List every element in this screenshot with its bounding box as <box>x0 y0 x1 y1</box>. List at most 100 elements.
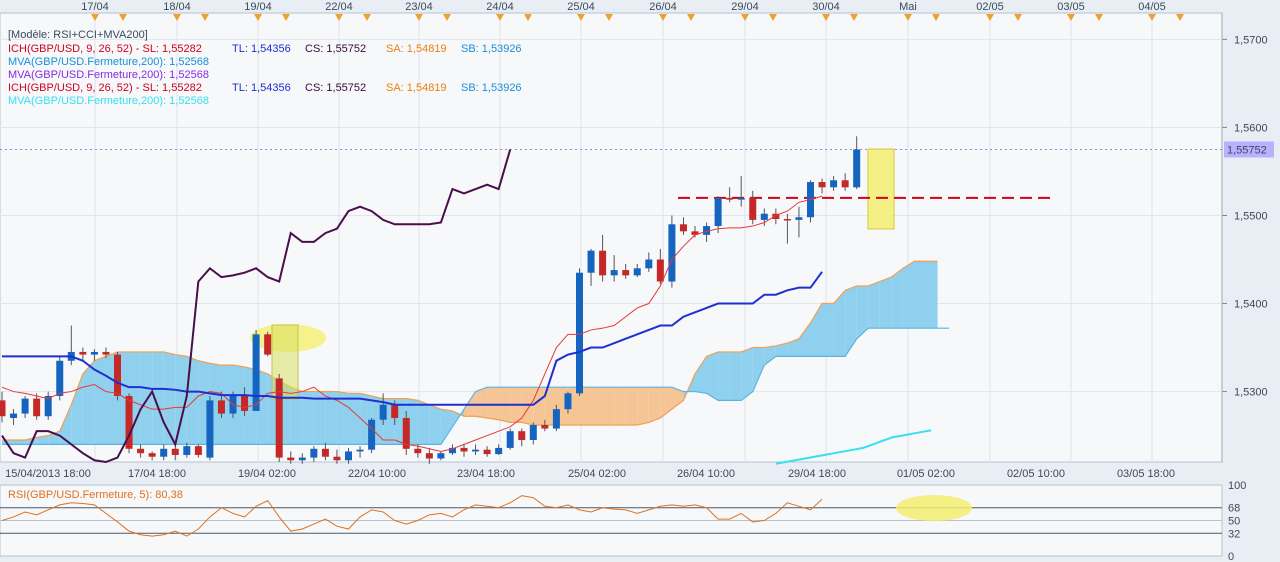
top-date-label: 18/04 <box>163 1 191 13</box>
top-date-label: 22/04 <box>325 1 353 13</box>
cloud-segment <box>452 409 464 427</box>
cloud-segment <box>82 360 95 445</box>
cloud-segment <box>660 387 672 418</box>
cloud-segment <box>59 404 72 445</box>
cloud-segment <box>417 400 430 445</box>
candle-body <box>460 447 468 452</box>
top-date-label: 19/04 <box>244 1 272 13</box>
top-date-label: Mai <box>899 1 917 13</box>
candle-body <box>703 226 711 235</box>
event-marker-icon <box>173 14 181 21</box>
candle-body <box>714 197 722 227</box>
cloud-segment <box>233 365 245 445</box>
cloud-segment <box>798 322 811 357</box>
event-marker-icon <box>822 14 830 21</box>
cloud-segment <box>152 351 164 445</box>
cloud-segment <box>787 338 799 357</box>
bottom-date-label: 19/04 02:00 <box>238 468 296 480</box>
senkou-span-b-line <box>2 327 950 445</box>
bottom-date-label: 17/04 18:00 <box>128 468 186 480</box>
event-marker-icon <box>363 14 371 21</box>
candle-body <box>79 351 87 355</box>
event-marker-icon <box>1095 14 1103 21</box>
candle-body <box>160 448 168 457</box>
top-date-label: 03/05 <box>1057 1 1085 13</box>
cloud-segment <box>325 391 337 445</box>
legend-entry: MVA(GBP/USD.Fermeture,200): 1,52568 <box>8 56 209 68</box>
candle-body <box>21 398 29 414</box>
bottom-date-label: 15/04/2013 18:00 <box>5 468 91 480</box>
bottom-date-label: 26/04 10:00 <box>677 468 735 480</box>
candle-body <box>622 270 630 276</box>
highlight-box <box>867 148 895 230</box>
last-price-badge <box>1224 141 1274 158</box>
candle-body <box>610 270 618 276</box>
bottom-date-label: 01/05 02:00 <box>897 468 955 480</box>
cloud-segment <box>822 303 834 357</box>
price-tick-label: 1,5600 <box>1234 122 1268 134</box>
cloud-segment <box>764 345 776 366</box>
candle-body <box>541 425 549 429</box>
bottom-date-label: 02/05 10:00 <box>1007 468 1065 480</box>
candle-body <box>518 431 526 440</box>
candle-body <box>576 272 583 394</box>
candle-body <box>437 453 445 459</box>
cloud-segment <box>914 261 926 329</box>
candle-body <box>425 453 433 459</box>
candle-body <box>368 419 376 450</box>
price-tick-label: 1,5300 <box>1234 387 1268 399</box>
candle-body <box>171 448 179 455</box>
cloud-segment <box>175 354 187 445</box>
cloud-segment <box>614 387 626 426</box>
candle-body <box>114 354 121 396</box>
cloud-segment <box>648 387 661 423</box>
candle-body <box>656 259 664 282</box>
event-marker-icon <box>659 14 667 21</box>
cloud-segment <box>579 387 592 426</box>
candle-body <box>252 334 260 411</box>
candle-body <box>483 449 491 455</box>
candle-body <box>102 351 110 355</box>
candle-body <box>737 197 745 200</box>
candle-body <box>472 449 480 452</box>
candle-body <box>148 453 156 457</box>
top-date-label: 02/05 <box>976 1 1004 13</box>
candle-body <box>356 449 364 452</box>
cloud-segment <box>221 365 233 445</box>
candle-body <box>760 213 768 220</box>
candle-body <box>853 149 861 188</box>
candle-body <box>10 413 18 418</box>
event-marker-icon <box>1067 14 1075 21</box>
candle-body <box>830 180 838 188</box>
cloud-segment <box>926 261 938 329</box>
price-tick-label: 1,5500 <box>1234 210 1268 222</box>
candle-body <box>691 231 699 235</box>
last-price-label: 1,55752 <box>1227 144 1267 156</box>
cloud-segment <box>810 303 823 357</box>
candle-body <box>495 447 503 455</box>
candle-body <box>402 417 410 449</box>
candle-body <box>321 448 329 457</box>
top-date-label: 25/04 <box>567 1 595 13</box>
cloud-segment <box>163 351 176 445</box>
legend-entry: ICH(GBP/USD, 9, 26, 52) - SL: 1,55282 <box>8 82 202 94</box>
candle-body <box>633 268 641 276</box>
event-marker-icon <box>1176 14 1184 21</box>
cloud-segment <box>833 290 846 357</box>
candle-body <box>564 393 572 410</box>
cloud-segment <box>856 285 869 339</box>
event-marker-icon <box>443 14 451 21</box>
bottom-date-label: 25/04 02:00 <box>568 468 626 480</box>
event-marker-icon <box>687 14 695 21</box>
kijun-sen-line <box>2 271 823 406</box>
cloud-segment <box>13 439 26 445</box>
event-marker-icon <box>605 14 613 21</box>
event-marker-icon <box>769 14 777 21</box>
rsi-tick-label: 0 <box>1228 551 1234 562</box>
top-date-label: 24/04 <box>486 1 514 13</box>
legend-entry: SA: 1,54819 <box>386 43 447 55</box>
candle-body <box>264 334 272 355</box>
cloud-segment <box>533 387 545 426</box>
